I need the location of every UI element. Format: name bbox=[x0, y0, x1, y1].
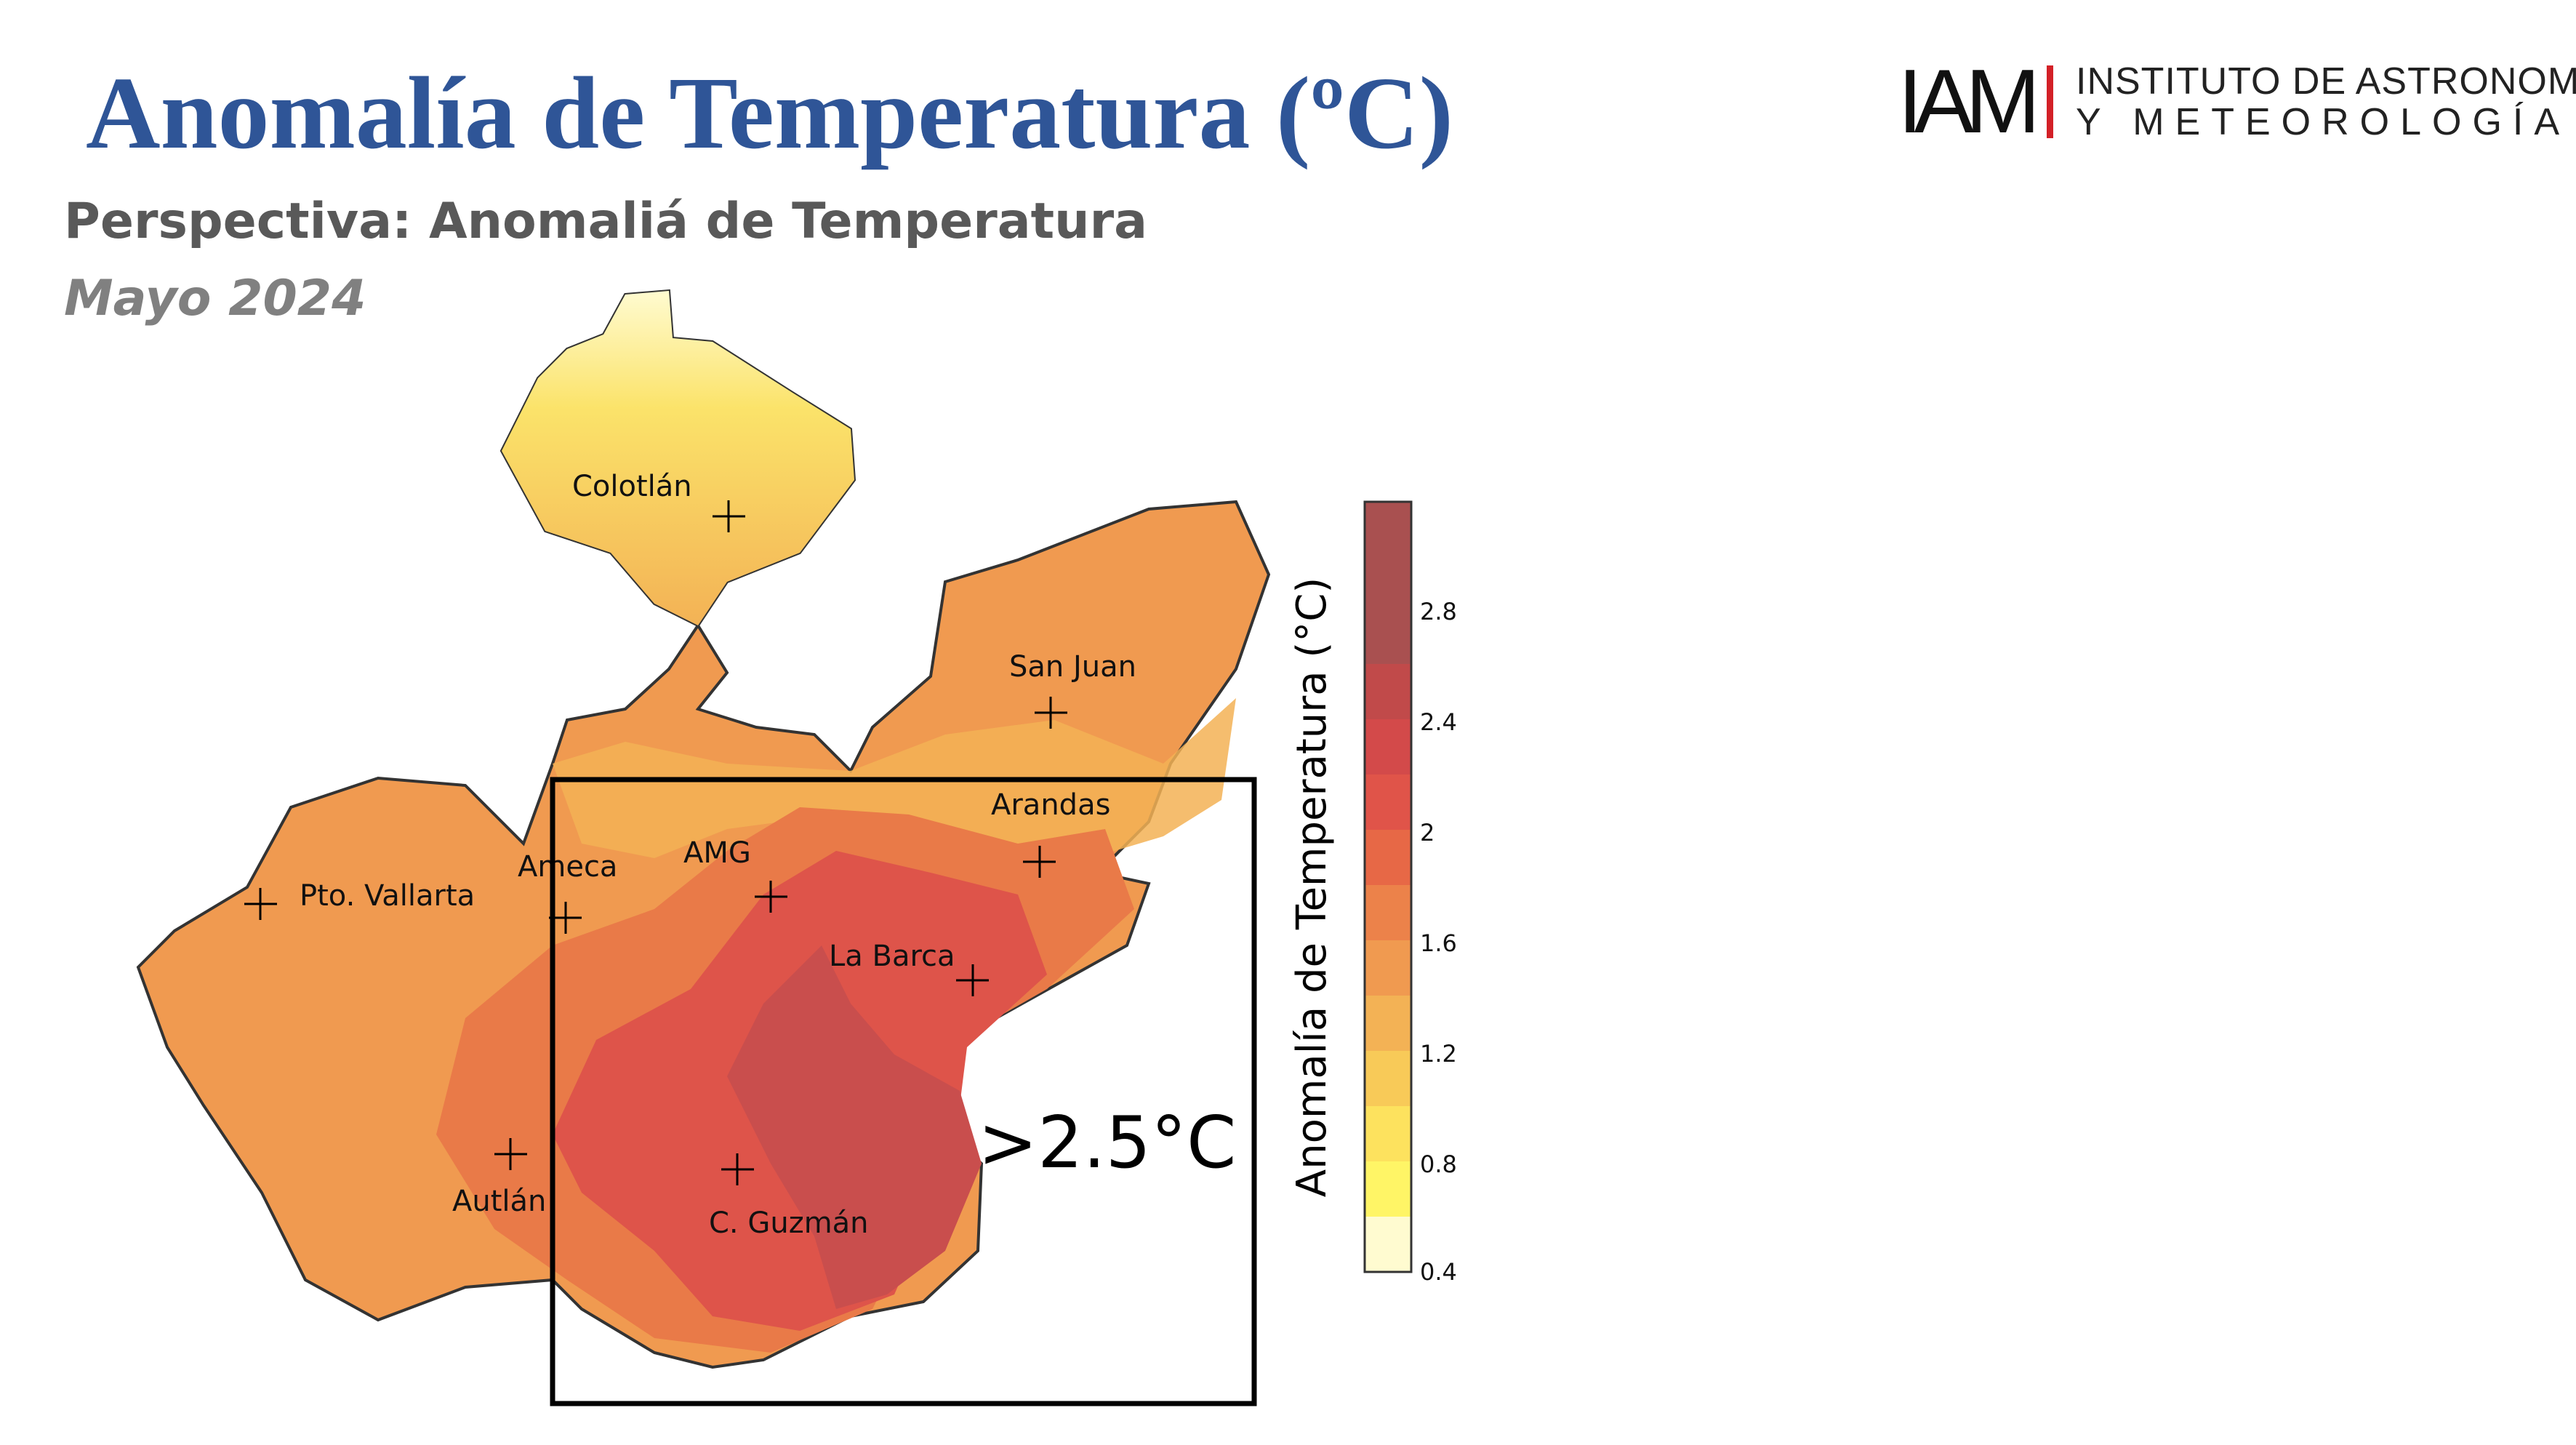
legend-swatch-11 bbox=[1365, 502, 1411, 664]
state-map bbox=[136, 289, 1271, 1369]
map-subtitle: Perspectiva: Anomaliá de Temperatura bbox=[64, 193, 1147, 250]
city-marker-colotlan bbox=[713, 500, 745, 532]
legend-swatch-9 bbox=[1365, 719, 1411, 774]
city-label-c-guzman: C. Guzmán bbox=[709, 1206, 869, 1240]
legend-title: Anomalía de Temperatura (°C) bbox=[1288, 577, 1336, 1197]
logo-institute-line1: INSTITUTO DE ASTRONOMÍA bbox=[2076, 60, 2576, 103]
legend-frame bbox=[1363, 500, 1413, 1273]
page-title: Anomalía de Temperatura (ºC) bbox=[86, 55, 1453, 170]
legend-swatch-10 bbox=[1365, 664, 1411, 719]
city-label-ameca: Ameca bbox=[518, 850, 617, 884]
city-marker-c-guzman bbox=[721, 1153, 754, 1185]
legend-swatch-3 bbox=[1365, 1051, 1411, 1106]
city-labels: Colotlán San Juan Arandas Ameca AMG Pto.… bbox=[300, 470, 1136, 1240]
city-marker-la-barca bbox=[956, 964, 989, 996]
city-marker-pto-vallarta bbox=[244, 888, 277, 920]
legend-tick-label: 1.6 bbox=[1420, 929, 1457, 957]
city-label-autlan: Autlán bbox=[452, 1185, 546, 1218]
city-label-amg: AMG bbox=[683, 836, 751, 870]
legend-swatch-0 bbox=[1365, 1217, 1411, 1272]
legend-swatch-6 bbox=[1365, 885, 1411, 940]
city-marker-amg bbox=[755, 881, 787, 913]
city-label-colotlan: Colotlán bbox=[572, 470, 692, 503]
legend-tick-label: 0.4 bbox=[1420, 1258, 1457, 1286]
city-label-pto-vallarta: Pto. Vallarta bbox=[300, 879, 475, 913]
iam-logo: IAM INSTITUTO DE ASTRONOMÍA Y METEOROLOG… bbox=[1898, 52, 2576, 152]
city-label-arandas: Arandas bbox=[991, 788, 1110, 822]
map-period: Mayo 2024 bbox=[64, 270, 366, 327]
logo-institute-line2: Y METEOROLOGÍA bbox=[2076, 101, 2571, 143]
zone-2-8 bbox=[727, 945, 982, 1309]
legend-swatch-5 bbox=[1365, 940, 1411, 996]
logo-mark: IAM bbox=[1898, 52, 2040, 152]
city-label-san-juan: San Juan bbox=[1009, 650, 1136, 684]
legend-swatch-2 bbox=[1365, 1106, 1411, 1161]
legend-swatch-1 bbox=[1365, 1161, 1411, 1217]
city-label-la-barca: La Barca bbox=[829, 940, 955, 973]
legend-tick-label: 0.8 bbox=[1420, 1150, 1457, 1178]
legend-tick-label: 2 bbox=[1420, 819, 1435, 846]
north-cool-zone bbox=[502, 291, 854, 625]
city-marker-arandas bbox=[1023, 846, 1056, 878]
logo-divider bbox=[2047, 65, 2053, 138]
color-legend: 2.8 2.4 2 1.6 1.2 0.8 0.4 Anomalía de Te… bbox=[1288, 500, 1457, 1286]
legend-tick-label: 1.2 bbox=[1420, 1040, 1457, 1068]
legend-swatch-4 bbox=[1365, 996, 1411, 1051]
legend-tick-label: 2.4 bbox=[1420, 708, 1457, 736]
city-marker-autlan bbox=[494, 1138, 527, 1170]
city-markers bbox=[244, 500, 1067, 1185]
legend-swatch-7 bbox=[1365, 830, 1411, 885]
legend-tick-label: 2.8 bbox=[1420, 598, 1457, 625]
anomaly-annotation: >2.5°C bbox=[978, 1102, 1236, 1185]
city-marker-san-juan bbox=[1035, 697, 1067, 729]
highlight-box bbox=[550, 777, 1257, 1406]
legend-swatch-8 bbox=[1365, 774, 1411, 830]
